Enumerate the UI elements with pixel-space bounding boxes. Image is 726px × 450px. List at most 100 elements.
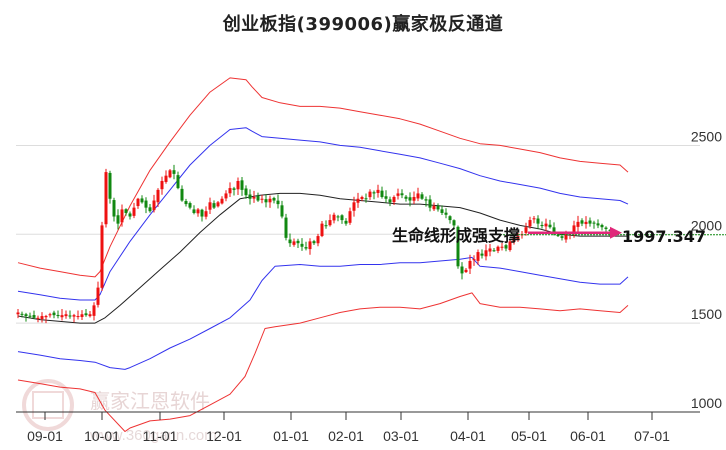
candle-body (232, 188, 236, 190)
candle-body (572, 225, 576, 233)
candle-body (48, 314, 52, 316)
band-inner_lower (17, 256, 629, 370)
candle-body (52, 312, 56, 316)
candle-body (456, 226, 460, 267)
candle-body (68, 315, 72, 317)
x-tick-label: 07-01 (634, 428, 670, 444)
candle-body (144, 200, 148, 208)
candle-body (32, 315, 36, 318)
candle-body (548, 224, 552, 228)
annotation-text: 生命线形成强支撑 (392, 226, 520, 245)
candle-body (544, 223, 548, 227)
candle-body (452, 220, 456, 226)
candle-body (524, 227, 528, 233)
candle-body (352, 202, 356, 211)
candle-body (468, 260, 472, 269)
candle-body (388, 199, 392, 203)
candle-body (224, 193, 228, 199)
candle-body (272, 197, 276, 201)
candle-body (332, 214, 336, 221)
candle-body (432, 205, 436, 210)
candle-body (248, 194, 252, 199)
candle-body (336, 216, 340, 218)
candle-body (576, 221, 580, 227)
x-tick-label: 11-01 (143, 428, 178, 444)
candle-body (16, 312, 20, 315)
candle-body (480, 253, 484, 256)
candle-body (340, 215, 344, 221)
candle-body (136, 198, 140, 207)
candle-body (116, 215, 120, 224)
x-tick-label: 05-01 (511, 428, 547, 444)
candle-body (180, 188, 184, 201)
candle-body (280, 205, 284, 217)
candle-body (160, 180, 164, 190)
candle-body (252, 196, 256, 199)
candle-body (212, 203, 216, 208)
x-tick-label: 12-01 (206, 428, 242, 444)
watermark: 赢家江恩软件 www.360gann.com (22, 379, 217, 444)
watermark-logo-icon (22, 379, 74, 431)
candle-body (156, 189, 160, 203)
candle-body (360, 196, 364, 200)
support-annotation: 生命线形成强支撑 1997.347 (392, 226, 726, 246)
candle-body (536, 218, 540, 224)
candle-body (436, 205, 440, 210)
candle-body (172, 170, 176, 174)
candle-body (428, 199, 432, 208)
candle-body (188, 203, 192, 208)
candle-body (476, 252, 480, 261)
candle-body (308, 241, 312, 250)
x-tick-label: 06-01 (570, 428, 606, 444)
candle-body (124, 209, 128, 213)
candle-body (488, 248, 492, 252)
watermark-url: www.360gann.com (89, 427, 217, 444)
y-tick-label: 2500 (691, 128, 722, 144)
candle-body (508, 241, 512, 251)
candle-body (380, 190, 384, 197)
candle-body (296, 240, 300, 244)
candle-body (328, 220, 332, 226)
candle-body (72, 315, 76, 317)
candle-body (140, 198, 144, 203)
candle-body (404, 196, 408, 199)
candle-body (412, 196, 416, 201)
candle-body (64, 314, 68, 317)
band-outer_lower (17, 292, 629, 432)
candle-body (200, 209, 204, 217)
candle-body (440, 209, 444, 213)
candle-body (196, 209, 200, 214)
arrow-right-icon (610, 226, 622, 239)
candle-body (292, 241, 296, 245)
candle-body (356, 198, 360, 203)
candle-body (564, 234, 568, 240)
candle-body (120, 209, 124, 223)
candle-body (316, 236, 320, 244)
candle-body (300, 243, 304, 247)
last-value-label: 1997.347 (622, 227, 706, 246)
candle-body (556, 234, 560, 237)
candle-body (512, 237, 516, 243)
candle-body (424, 199, 428, 201)
candle-body (164, 175, 168, 182)
channel-bands (17, 77, 629, 432)
candle-body (596, 223, 600, 226)
candle-body (20, 313, 24, 315)
watermark-text: 赢家江恩软件 (90, 389, 210, 413)
candle-body (76, 316, 80, 318)
x-tick-label: 01-01 (273, 428, 309, 444)
candle-body (396, 193, 400, 196)
candle-body (56, 314, 60, 317)
candle-body (312, 241, 316, 244)
candle-body (552, 227, 556, 235)
candle-body (260, 198, 264, 200)
band-inner_upper (17, 127, 629, 301)
candle-body (216, 202, 220, 207)
candle-body (128, 213, 132, 217)
axes: 1000 1500 2000 2500 09-01 10-01 11-01 12-01 01-0… (16, 128, 722, 444)
candle-body (592, 222, 596, 224)
candle-body (88, 314, 92, 317)
band-midline (17, 192, 628, 324)
candle-body (192, 209, 196, 213)
